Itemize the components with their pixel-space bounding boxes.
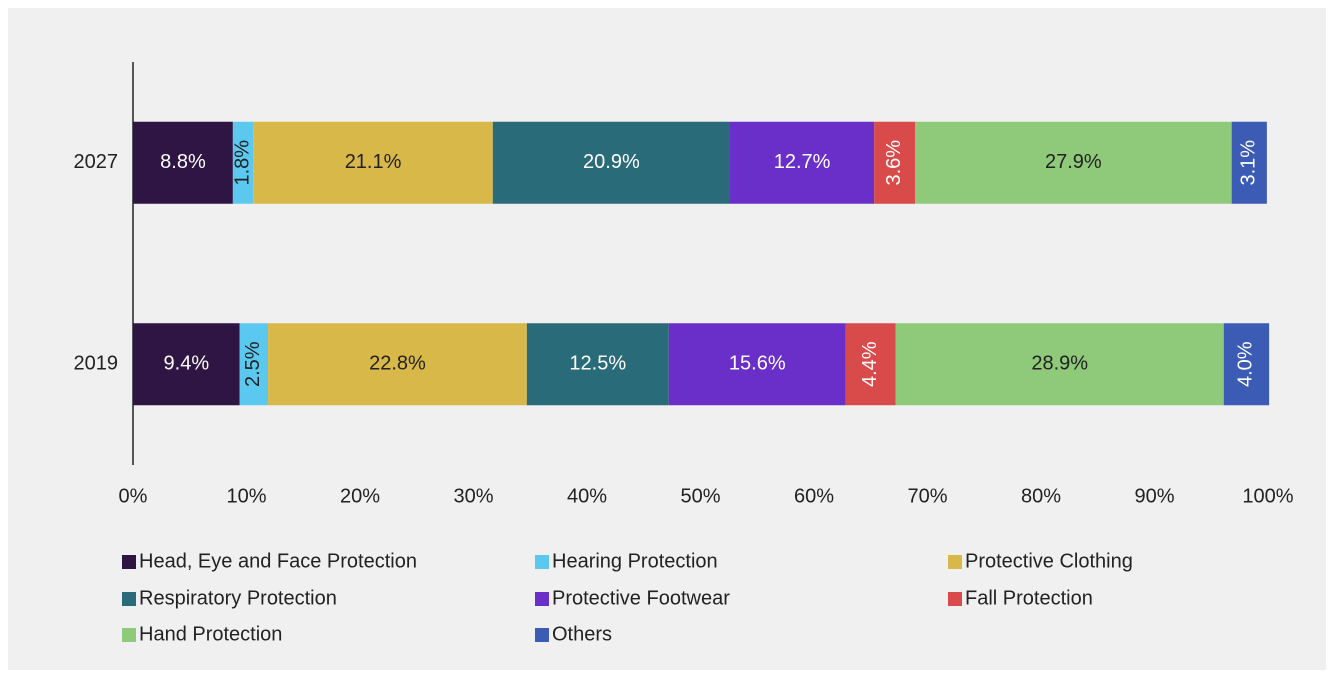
bar-segment — [730, 121, 875, 204]
x-tick-label: 90% — [1134, 485, 1174, 507]
legend-swatch — [122, 555, 136, 569]
data-label: 27.9% — [1045, 151, 1102, 173]
data-label: 8.8% — [160, 151, 206, 173]
bar-segment — [526, 323, 669, 406]
data-label: 22.8% — [369, 353, 426, 375]
data-label: 2.5% — [242, 341, 264, 387]
data-label: 20.9% — [583, 151, 640, 173]
bar-segment — [895, 323, 1224, 406]
data-label: 28.9% — [1031, 353, 1088, 375]
x-tick-label: 100% — [1242, 485, 1293, 507]
legend-swatch — [948, 592, 962, 606]
bar-segment — [915, 121, 1232, 204]
x-tick-label: 20% — [340, 485, 380, 507]
legend-label: Protective Footwear — [552, 587, 730, 609]
legend-label: Respiratory Protection — [139, 587, 337, 609]
data-label: 1.8% — [231, 140, 253, 186]
data-label: 15.6% — [729, 353, 786, 375]
x-tick-label: 40% — [567, 485, 607, 507]
bar-segment — [133, 323, 240, 406]
legend-label: Others — [552, 623, 612, 645]
x-tick-label: 50% — [680, 485, 720, 507]
x-tick-label: 10% — [226, 485, 266, 507]
legend-swatch — [122, 592, 136, 606]
data-label: 9.4% — [164, 353, 210, 375]
bar-segment — [253, 121, 493, 204]
legend-swatch — [122, 628, 136, 642]
data-label: 3.6% — [883, 140, 905, 186]
x-tick-label: 30% — [453, 485, 493, 507]
bar-segment — [874, 121, 916, 204]
bar-segment — [668, 323, 846, 406]
legend-label: Head, Eye and Face Protection — [139, 550, 417, 572]
legend-swatch — [535, 628, 549, 642]
legend-swatch — [535, 592, 549, 606]
y-tick-label: 2027 — [74, 151, 119, 173]
bar-segment — [268, 323, 527, 406]
bar-segment — [1223, 323, 1270, 406]
legend-swatch — [535, 555, 549, 569]
legend-label: Protective Clothing — [965, 550, 1133, 572]
y-tick-label: 2019 — [74, 353, 119, 375]
x-tick-label: 80% — [1021, 485, 1061, 507]
data-label: 4.4% — [859, 341, 881, 387]
bar-segment — [1231, 121, 1267, 204]
x-tick-label: 60% — [794, 485, 834, 507]
x-tick-label: 70% — [907, 485, 947, 507]
data-label: 4.0% — [1235, 341, 1257, 387]
bar-segment — [492, 121, 731, 204]
data-label: 12.5% — [569, 353, 626, 375]
legend-swatch — [948, 555, 962, 569]
data-label: 12.7% — [774, 151, 831, 173]
bar-segment — [232, 121, 254, 204]
bar-segment — [845, 323, 896, 406]
data-label: 21.1% — [345, 151, 402, 173]
bar-segment — [239, 323, 269, 406]
x-tick-label: 0% — [119, 485, 148, 507]
legend-label: Hearing Protection — [552, 550, 718, 572]
bar-segment — [133, 121, 233, 204]
legend-label: Hand Protection — [139, 623, 282, 645]
legend-label: Fall Protection — [965, 587, 1093, 609]
data-label: 3.1% — [1238, 140, 1260, 186]
